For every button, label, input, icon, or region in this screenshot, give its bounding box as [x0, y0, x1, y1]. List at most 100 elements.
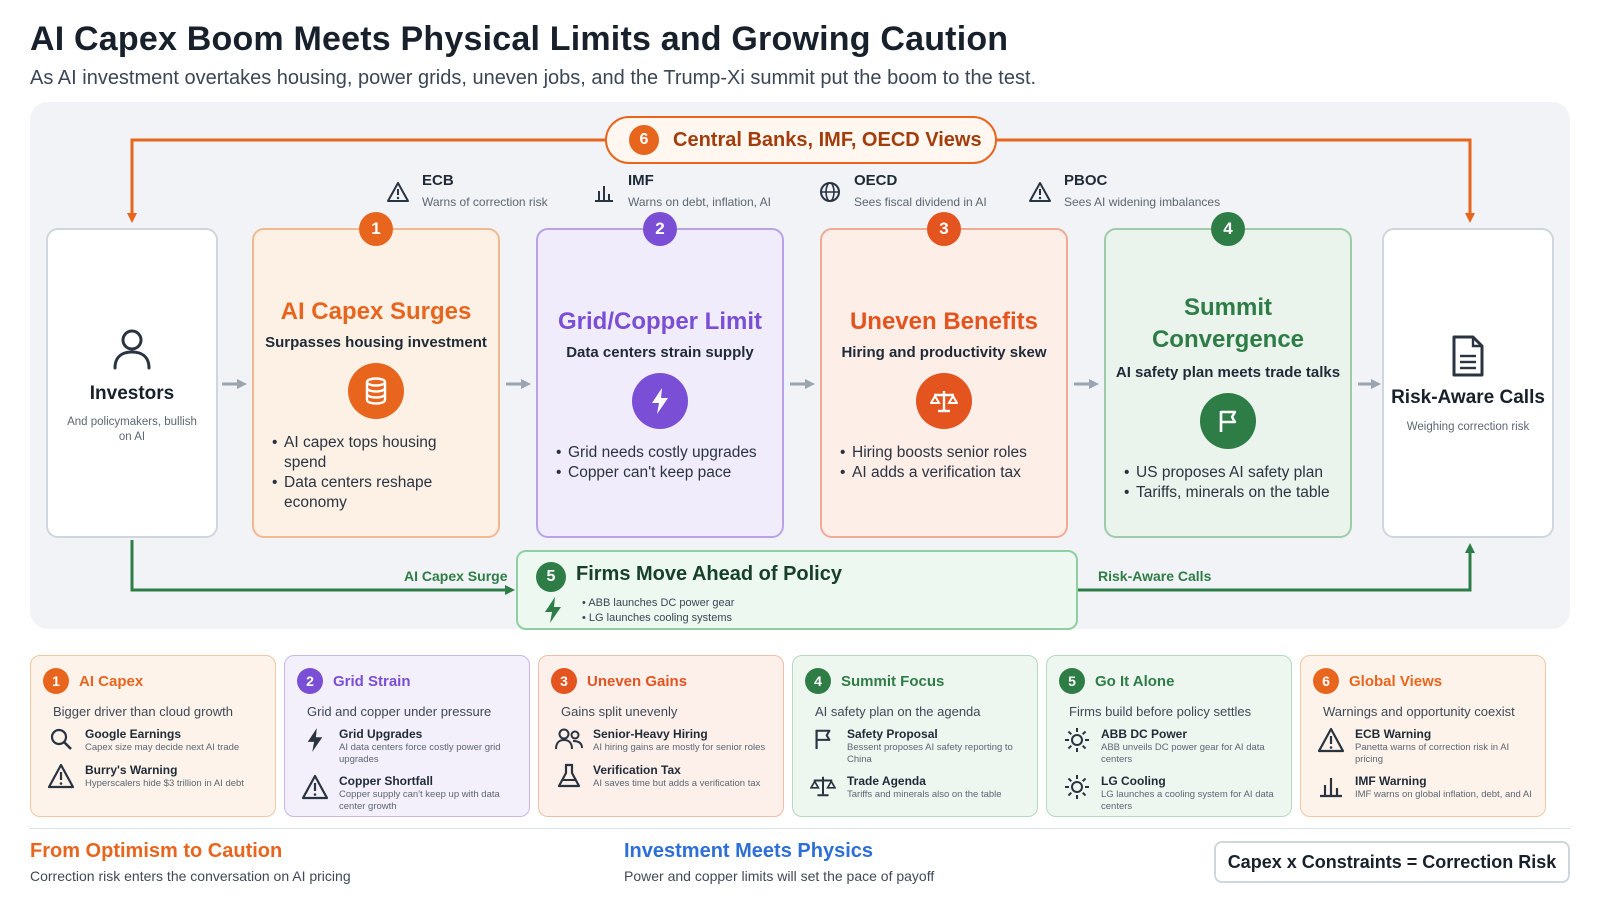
stage-bullet: AI adds a verification tax: [840, 463, 1048, 483]
card-item-name: IMF Warning: [1355, 774, 1427, 788]
sun-icon: [1063, 774, 1091, 802]
card-item: Burry's Warning Hyperscalers hide $3 tril…: [47, 763, 263, 791]
card-item-name: Senior-Heavy Hiring: [593, 727, 708, 741]
institution-name: PBOC: [1064, 172, 1108, 189]
card-title: AI Capex: [79, 672, 144, 690]
card-item-name: Grid Upgrades: [339, 727, 423, 741]
bar-chart-icon: [590, 178, 618, 206]
institution-name: IMF: [628, 172, 654, 189]
page-title: AI Capex Boom Meets Physical Limits and …: [30, 20, 1009, 58]
search-icon: [47, 727, 75, 755]
warning-icon: [1317, 727, 1345, 755]
warning-icon: [47, 763, 75, 791]
step-badge: 6: [1313, 668, 1339, 694]
summary-card: 5 Go It Alone Firms build before policy se…: [1046, 655, 1292, 817]
stage-grid-copper: 2 Grid/Copper Limit Data centers strain …: [536, 212, 784, 538]
step-badge: 4: [805, 668, 831, 694]
card-item: ABB DC Power ABB unveils DC power gear fo…: [1063, 727, 1279, 766]
formula-box: Capex x Constraints = Correction Risk: [1214, 841, 1570, 883]
card-item-name: Trade Agenda: [847, 774, 926, 788]
card-item-desc: Capex size may decide next AI trade: [85, 742, 240, 753]
card-subtitle: Firms build before policy settles: [1069, 704, 1252, 719]
firms-move-title: Firms Move Ahead of Policy: [576, 563, 842, 585]
card-item-desc: AI saves time but adds a verification ta…: [593, 778, 761, 789]
investors-desc: And policymakers, bullish on AI: [67, 416, 197, 443]
stage-title: Summit Convergence: [1151, 294, 1305, 353]
card-item-desc: IMF warns on global inflation, debt, and…: [1355, 789, 1532, 800]
summary-card: 3 Uneven Gains Gains split unevenly Senior-…: [538, 655, 784, 817]
central-banks-label: Central Banks, IMF, OECD Views: [673, 128, 982, 151]
card-item: Trade Agenda Tariffs and minerals also on…: [809, 774, 1025, 802]
stage-bullet: Hiring boosts senior roles: [840, 443, 1048, 463]
risk-aware-box: Risk-Aware Calls Weighing correction ris…: [1382, 228, 1554, 538]
stage-bullet: Grid needs costly upgrades: [556, 443, 764, 463]
firms-move-pill: 5 Firms Move Ahead of Policy ABB launche…: [516, 550, 1078, 630]
warning-icon: [301, 774, 329, 802]
bar-chart-icon: [1317, 774, 1345, 802]
document-icon: [1384, 334, 1552, 383]
lightning-icon: [542, 596, 564, 629]
institution-name: OECD: [854, 172, 898, 189]
card-header: 3 Uneven Gains: [551, 668, 771, 694]
step-badge: 3: [551, 668, 577, 694]
stage-summit: 4 Summit Convergence AI safety plan meet…: [1104, 212, 1352, 538]
card-item-name: ABB DC Power: [1101, 727, 1188, 741]
stage-bullet: Tariffs, minerals on the table: [1124, 483, 1332, 503]
step-badge: 5: [1059, 668, 1085, 694]
card-title: Grid Strain: [333, 672, 411, 690]
card-item-name: Safety Proposal: [847, 727, 938, 741]
institution-imf: IMF Warns on debt, inflation, AI: [590, 172, 771, 209]
card-subtitle: Warnings and opportunity coexist: [1323, 704, 1515, 719]
institution-desc: Warns on debt, inflation, AI: [628, 195, 771, 209]
stage-uneven-benefits: 3 Uneven Benefits Hiring and productivit…: [820, 212, 1068, 538]
institution-name: ECB: [422, 172, 454, 189]
card-item-desc: Tariffs and minerals also on the table: [847, 789, 1002, 800]
summary-card: 1 AI Capex Bigger driver than cloud growth…: [30, 655, 276, 817]
stage-subtitle: Surpasses housing investment: [265, 334, 487, 351]
card-subtitle: Bigger driver than cloud growth: [53, 704, 233, 719]
summary-card: 2 Grid Strain Grid and copper under pressu…: [284, 655, 530, 817]
stage-title: AI Capex Surges: [280, 298, 472, 325]
card-header: 4 Summit Focus: [805, 668, 1025, 694]
card-header: 5 Go It Alone: [1059, 668, 1279, 694]
step-badge: 2: [297, 668, 323, 694]
card-item: Verification Tax AI saves time but adds a…: [555, 763, 771, 791]
card-title: Go It Alone: [1095, 672, 1175, 690]
card-item: Google Earnings Capex size may decide nex…: [47, 727, 263, 755]
stage-bullet: Copper can't keep pace: [556, 463, 764, 483]
step-badge: 6: [629, 125, 659, 155]
investors-title: Investors: [89, 383, 175, 404]
step-badge: 5: [536, 562, 566, 592]
stage-title: Grid/Copper Limit: [558, 308, 762, 335]
stage-subtitle: Data centers strain supply: [566, 344, 754, 361]
card-item-desc: AI hiring gains are mostly for senior ro…: [593, 742, 766, 753]
card-title: Global Views: [1349, 672, 1443, 690]
card-item: Safety Proposal Bessent proposes AI safet…: [809, 727, 1025, 766]
warning-icon: [1026, 178, 1054, 206]
card-item-desc: LG launches a cooling system for AI data…: [1101, 789, 1274, 812]
card-item-desc: ABB unveils DC power gear for AI data ce…: [1101, 742, 1265, 765]
stage-subtitle: AI safety plan meets trade talks: [1115, 364, 1341, 381]
footer-mid-subtitle: Power and copper limits will set the pac…: [624, 868, 935, 884]
stage-ai-capex: 1 AI Capex Surges Surpasses housing inve…: [252, 212, 500, 538]
institution-oecd: OECD Sees fiscal dividend in AI: [816, 172, 987, 209]
step-badge: 1: [359, 212, 393, 246]
firms-bullet: ABB launches DC power gear: [582, 596, 734, 611]
warning-icon: [384, 178, 412, 206]
card-subtitle: AI safety plan on the agenda: [815, 704, 981, 719]
card-item-name: Verification Tax: [593, 763, 681, 777]
step-badge: 3: [927, 212, 961, 246]
card-item: Senior-Heavy Hiring AI hiring gains are m…: [555, 727, 771, 755]
sun-icon: [1063, 727, 1091, 755]
firms-bullet: LG launches cooling systems: [582, 611, 734, 626]
card-item-name: ECB Warning: [1355, 727, 1432, 741]
page-subtitle: As AI investment overtakes housing, powe…: [30, 67, 1037, 89]
stage-subtitle: Hiring and productivity skew: [841, 344, 1047, 361]
stage-title: Uneven Benefits: [849, 308, 1039, 335]
institution-desc: Warns of correction risk: [422, 195, 548, 209]
scale-icon: [916, 373, 972, 429]
card-title: Uneven Gains: [587, 672, 688, 690]
risk-desc: Weighing correction risk: [1406, 421, 1530, 433]
scale-icon: [809, 774, 837, 802]
card-item-name: Copper Shortfall: [339, 774, 434, 788]
